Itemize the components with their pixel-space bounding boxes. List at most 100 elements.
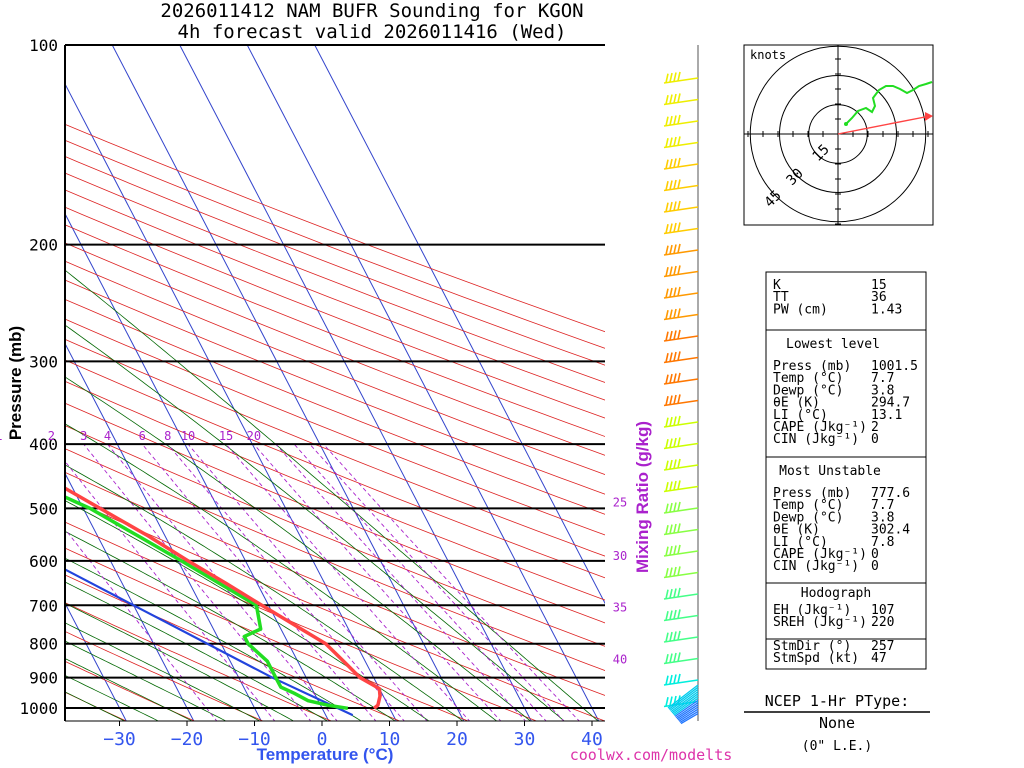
dry-adiabat-line [65,298,605,515]
index-label: Temp (°C) [773,371,843,386]
wind-barbs [663,71,699,725]
footer-credit[interactable]: coolwx.com/modelts [570,746,733,764]
dry-adiabat-line [65,521,538,721]
moist-adiabat-line [65,622,261,721]
index-value: 7.7 [871,498,894,513]
low-level-wind-barb [674,699,699,717]
index-label: StmDir (°) [773,639,851,654]
index-label: LI (°C) [773,408,828,423]
pressure-tick-label: 500 [29,499,58,518]
wind-barb [663,630,699,643]
index-value: 1001.5 [871,359,918,374]
temperature-tick-label: 40 [581,729,603,750]
temperature-tick-label: 30 [514,729,536,750]
temperature-tick-label: 10 [379,729,401,750]
low-level-wind-barb [671,693,699,714]
dry-adiabat-line [65,123,605,333]
mixing-ratio-line [65,528,218,721]
low-level-wind-barb [679,710,699,723]
low-level-wind-barb [668,686,699,710]
mixing-ratio-labels: 1 2 3 4 6 8 10 15 20 25 30 35 40 [0,429,627,666]
dry-adiabat-line [65,224,605,437]
indices-frame [765,271,927,670]
mixing-ratio-line [253,443,502,721]
dry-adiabat-line [65,189,605,401]
index-label: CAPE (Jkg⁻¹) [773,420,867,435]
index-value: 1.43 [871,302,902,317]
moist-adiabat-line [65,464,464,721]
dry-adiabat-line [65,496,605,721]
mixing-ratio-top-label: 8 [164,429,171,443]
pressure-tick-label: 800 [29,635,58,654]
mixing-ratio-top-label: 6 [139,429,146,443]
wind-barb [663,329,699,342]
wind-barb [663,222,699,235]
low-level-wind-barb [669,688,699,711]
index-label: StmSpd (kt) [773,651,859,666]
mixing-ratio-line [167,443,405,721]
wind-barb [663,609,699,622]
wind-barb [663,480,699,493]
dry-adiabat-line [65,279,605,495]
low-level-wind-barb [670,691,699,713]
index-value: 107 [871,603,894,618]
wind-barb [663,286,699,299]
mixing-ratio-line [141,443,377,721]
dry-adiabat-line [65,359,605,579]
dry-adiabat-line [65,602,333,721]
wind-barb [663,265,699,278]
index-value: 777.6 [871,486,910,501]
index-label: CAPE (Jkg⁻¹) [773,547,867,562]
wind-barb [663,652,699,665]
mixing-ratio-line [293,443,547,721]
mixing-ratio-axis-title: Mixing Ratio (g/kg) [633,421,652,573]
wind-barb [663,673,699,686]
y-axis-title: Pressure (mb) [6,326,25,440]
dry-adiabat-line [65,574,401,721]
hodograph-trace-start [844,122,848,126]
isotherm-line [111,45,465,721]
lowest-level-title: Lowest level [786,337,880,352]
chart-title-line1: 2026011412 NAM BUFR Sounding for KGON [160,0,583,22]
temperature-tick-label: 20 [446,729,468,750]
isotherm-line [246,45,600,721]
pressure-tick-label: 400 [29,435,58,454]
mixing-ratio-line [187,443,428,721]
index-value: 15 [871,278,887,293]
mixing-ratio-top-label: 10 [181,429,195,443]
index-label: EH (Jkg⁻¹) [773,603,851,618]
index-value: 0 [871,547,879,562]
index-value: 7.7 [871,371,894,386]
low-level-wind-barb [675,702,699,719]
wind-barb [663,93,699,106]
index-value: 7.8 [871,535,894,550]
index-label: LI (°C) [773,535,828,550]
dry-adiabat-lines [65,123,605,721]
index-value: 36 [871,290,887,305]
temperature-tick-label: −30 [103,729,136,750]
dry-adiabat-line [65,172,605,383]
wind-barb [663,566,699,579]
index-value: 220 [871,615,894,630]
indices-panel: K 15 TT 36 PW (cm) 1.43 Press (mb) 1001.5 Temp (… [765,271,927,670]
temperature-tick-label: 0 [317,729,328,750]
isobar-lines [65,44,605,709]
temperature-tick-label: −10 [238,729,271,750]
mixing-ratio-top-label: 20 [247,429,261,443]
wind-barb [663,200,699,213]
temperature-tick-label: −20 [171,729,204,750]
isotherm-line [179,45,532,721]
isotherm-line [65,602,127,721]
isotherm-line [65,82,397,721]
dry-adiabat-line [65,471,605,696]
mixing-ratio-side-label: 35 [613,600,627,614]
mixing-ratio-line [323,443,580,721]
hodograph-plot [744,45,933,225]
moist-adiabat-line [65,269,599,721]
index-label: Temp (°C) [773,498,843,513]
isotherm-line [314,45,605,605]
hodograph-trace [845,81,933,125]
pressure-tick-label: 900 [29,669,58,688]
wind-barb [663,372,699,385]
